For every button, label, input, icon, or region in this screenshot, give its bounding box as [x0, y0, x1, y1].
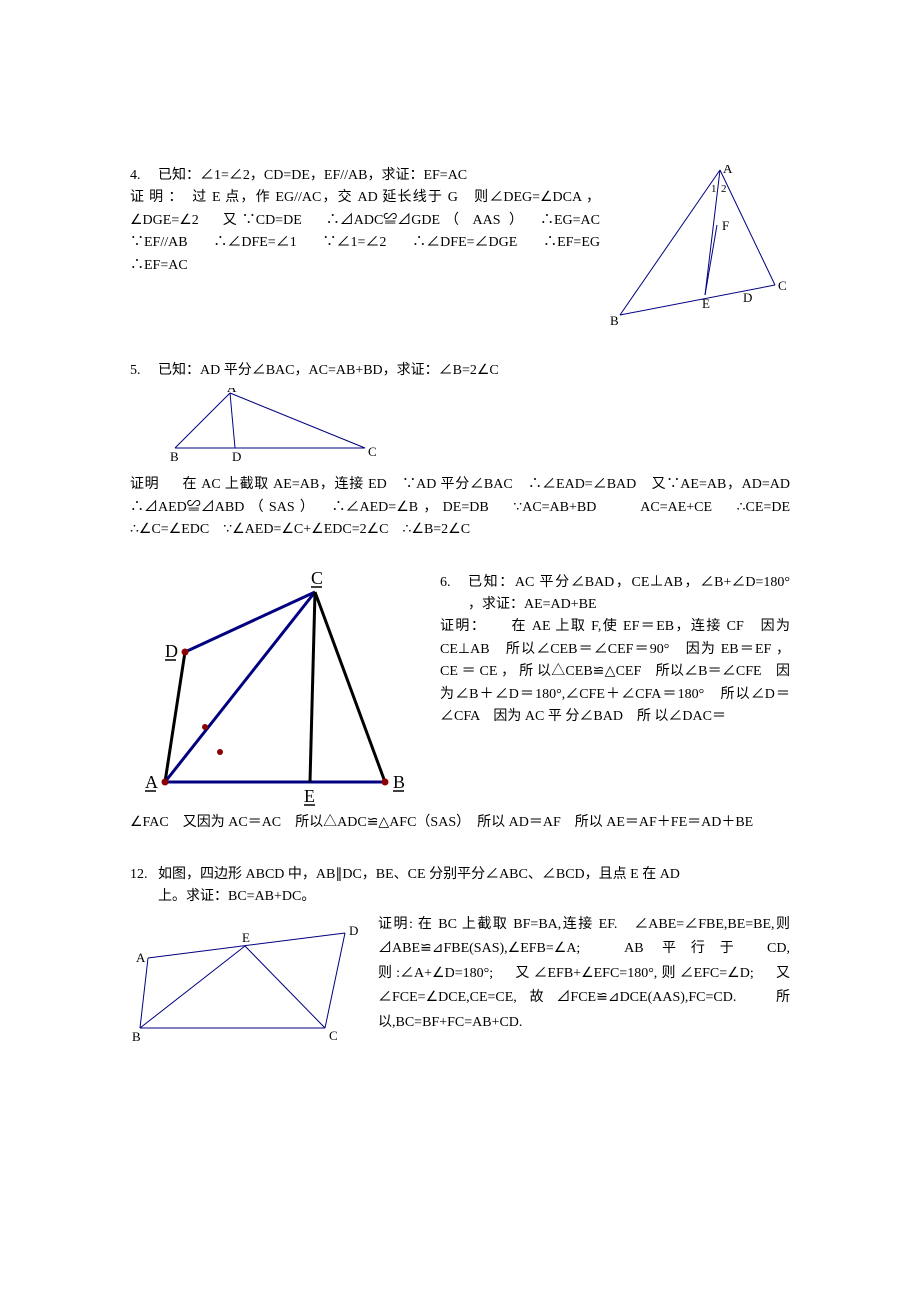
problem-6-text: 6. 已知：AC 平分∠BAD，CE⊥AB，∠B+∠D=180° ，求证：AE=… — [440, 572, 790, 729]
problem-12-proof: 证明: 在 BC 上截取 BF=BA,连接 EF. ∠ABE=∠FBE,BE=B… — [378, 913, 790, 1036]
problem-12: 12. 如图，四边形 ABCD 中，AB∥DC，BE、CE 分别平分∠ABC、∠… — [130, 864, 790, 1048]
svg-text:C: C — [329, 1028, 338, 1043]
svg-text:D: D — [232, 449, 241, 464]
problem-6-proof2: ∠FAC 又因为 AC＝AC 所以△ADC≌△AFC（SAS） 所以 AD＝AF… — [130, 812, 790, 834]
svg-text:1: 1 — [711, 183, 717, 195]
svg-text:D: D — [349, 923, 358, 938]
problem-4: 4. 已知：∠1=∠2，CD=DE，EF//AB，求证：EF=AC 证明： 过 … — [130, 165, 790, 330]
proof-body-2: ∠FAC 又因为 AC＝AC 所以△ADC≌△AFC（SAS） 所以 AD＝AF… — [130, 815, 753, 830]
problem-6-proof1: 证明： 在 AE 上取 F,使 EF＝EB，连接 CF 因为 CE⊥AB 所以∠… — [440, 616, 790, 728]
svg-text:D: D — [165, 641, 178, 661]
figure-12-svg: A B C D E — [130, 913, 360, 1048]
proof-body-1: 在 AE 上取 F,使 EF＝EB，连接 CF 因为 CE⊥AB 所以∠CEB＝… — [440, 619, 790, 724]
problem-5-number: 5. — [130, 360, 141, 382]
figure-6-svg: A B C D E — [130, 572, 420, 812]
svg-text:2: 2 — [721, 183, 727, 195]
proof-body: 过 E 点，作 EG//AC，交 AD 延长线于 G 则∠DEG=∠DCA ， … — [130, 190, 614, 272]
figure-5: A B C D — [170, 388, 790, 468]
svg-text:A: A — [145, 772, 158, 792]
proof-label: 证明: — [378, 917, 413, 932]
svg-text:B: B — [610, 313, 619, 328]
problem-4-number: 4. — [130, 165, 141, 187]
figure-4-svg: A B C D E F 12 — [610, 165, 790, 330]
problem-6-given: 已知：AC 平分∠BAD，CE⊥AB，∠B+∠D=180° ，求证：AE=AD+… — [468, 575, 790, 612]
figure-5-svg: A B C D — [170, 388, 380, 468]
problem-6-number: 6. — [440, 572, 451, 594]
svg-text:E: E — [304, 786, 315, 806]
svg-text:C: C — [368, 444, 377, 459]
problem-6-given-wrap: 6. 已知：AC 平分∠BAD，CE⊥AB，∠B+∠D=180° ，求证：AE=… — [440, 572, 790, 617]
svg-text:C: C — [311, 572, 323, 588]
svg-text:E: E — [702, 296, 710, 311]
problem-12-given-2: 上。求证：BC=AB+DC。 — [158, 886, 790, 908]
problem-5-proof: 证明 在 AC 上截取 AE=AB，连接 ED ∵AD 平分∠BAC ∴∠EAD… — [130, 474, 790, 541]
problem-5-given: 已知：AD 平分∠BAC，AC=AB+BD，求证：∠B=2∠C — [158, 363, 499, 378]
svg-text:B: B — [132, 1029, 141, 1044]
proof-label: 证明： — [440, 619, 486, 634]
svg-text:B: B — [393, 772, 405, 792]
svg-text:C: C — [778, 278, 787, 293]
problem-4-proof: 证明： 过 E 点，作 EG//AC，交 AD 延长线于 G 则∠DEG=∠DC… — [130, 187, 600, 277]
page: 4. 已知：∠1=∠2，CD=DE，EF//AB，求证：EF=AC 证明： 过 … — [0, 0, 920, 1302]
proof-body: 在 AC 上截取 AE=AB，连接 ED ∵AD 平分∠BAC ∴∠EAD=∠B… — [130, 477, 804, 537]
proof-label: 证明 — [130, 477, 159, 492]
svg-text:F: F — [722, 218, 729, 233]
problem-12-given-wrap: 12. 如图，四边形 ABCD 中，AB∥DC，BE、CE 分别平分∠ABC、∠… — [130, 864, 790, 909]
problem-5: 5. 已知：AD 平分∠BAC，AC=AB+BD，求证：∠B=2∠C ABCD … — [130, 360, 790, 542]
problem-12-given-1: 如图，四边形 ABCD 中，AB∥DC，BE、CE 分别平分∠ABC、∠BCD，… — [158, 867, 680, 882]
proof-label: 证明： — [130, 190, 188, 205]
svg-text:A: A — [136, 950, 146, 965]
figure-4: A B C D E F 12 — [610, 165, 790, 330]
svg-text:E: E — [242, 930, 250, 945]
svg-text:D: D — [743, 290, 752, 305]
problem-12-number: 12. — [130, 864, 148, 886]
svg-text:B: B — [170, 449, 179, 464]
problem-4-given-wrap: 4. 已知：∠1=∠2，CD=DE，EF//AB，求证：EF=AC — [130, 165, 600, 187]
svg-text:A: A — [723, 165, 733, 176]
problem-6: A B C D E 6. 已知：AC 平分∠BAD，CE⊥AB，∠B+∠D=180° ，… — [130, 572, 790, 834]
svg-text:A: A — [227, 388, 237, 395]
figure-12: A B C D E — [130, 913, 360, 1048]
problem-5-given-wrap: 5. 已知：AD 平分∠BAC，AC=AB+BD，求证：∠B=2∠C — [130, 360, 790, 382]
proof-body: 在 BC 上截取 BF=BA,连接 EF. ∠ABE=∠FBE,BE=BE,则⊿… — [378, 917, 790, 1030]
problem-4-text: 4. 已知：∠1=∠2，CD=DE，EF//AB，求证：EF=AC 证明： 过 … — [130, 165, 600, 277]
problem-4-given: 已知：∠1=∠2，CD=DE，EF//AB，求证：EF=AC — [158, 168, 467, 183]
figure-6: A B C D E — [130, 572, 420, 812]
